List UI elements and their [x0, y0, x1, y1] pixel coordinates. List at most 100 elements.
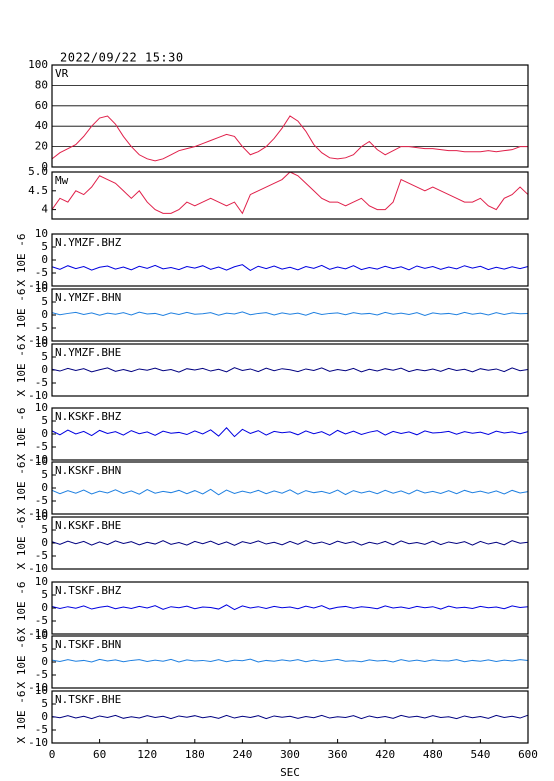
y-tick-label: 0: [41, 601, 48, 614]
y-tick-label: -10: [28, 627, 48, 640]
y-tick-label: 0: [41, 710, 48, 723]
x-tick-label: 480: [423, 748, 443, 761]
panel-label: N.KSKF.BHN: [55, 464, 121, 477]
panel-label: VR: [55, 67, 69, 80]
y-tick-label: -10: [28, 389, 48, 402]
y-tick-label: 10: [35, 510, 48, 523]
trace: [51, 488, 529, 496]
x-axis-label: SEC: [280, 766, 300, 779]
y-tick-label: 10: [35, 337, 48, 350]
y-tick-label: 0: [41, 655, 48, 668]
panel-frame: [51, 64, 529, 168]
y-tick-label: 0: [41, 536, 48, 549]
panel-label: N.YMZF.BHE: [55, 346, 121, 359]
y-tick-label: 60: [35, 99, 48, 112]
panel-frame: [51, 407, 529, 461]
y-tick-label: -10: [28, 334, 48, 347]
y-axis-label: X 10E -6: [15, 344, 28, 397]
trace: [51, 367, 529, 373]
panel-label: N.KSKF.BHE: [55, 519, 121, 532]
y-tick-label: 5: [41, 414, 48, 427]
y-tick-label: 0: [41, 253, 48, 266]
panel-label: N.TSKF.BHE: [55, 693, 121, 706]
trace: [51, 264, 529, 271]
y-tick-label: -5: [35, 376, 48, 389]
trace: [51, 658, 529, 663]
chart-title: 2022/09/22 15:30: [60, 51, 184, 65]
panel-frame: [51, 516, 529, 570]
x-tick-label: 120: [137, 748, 157, 761]
x-tick-label: 300: [280, 748, 300, 761]
y-axis-label: X 10E -6: [15, 462, 28, 515]
y-tick-label: 4: [41, 203, 48, 216]
y-tick-label: 100: [28, 58, 48, 71]
y-tick-label: 10: [35, 684, 48, 697]
y-tick-label: 0: [41, 160, 48, 173]
y-tick-label: 10: [35, 282, 48, 295]
y-tick-label: 0: [41, 427, 48, 440]
y-tick-label: 20: [35, 140, 48, 153]
panel-frame: [51, 635, 529, 689]
y-tick-label: 5: [41, 697, 48, 710]
y-tick-label: 5: [41, 295, 48, 308]
panel-label: Mw: [55, 174, 69, 187]
y-tick-label: 10: [35, 629, 48, 642]
y-tick-label: -5: [35, 668, 48, 681]
y-tick-label: 0: [41, 363, 48, 376]
panel-frame: [51, 171, 529, 220]
y-tick-label: -10: [28, 736, 48, 749]
panel-label: N.YMZF.BHZ: [55, 236, 122, 249]
y-tick-label: 5: [41, 523, 48, 536]
panel-frame: [51, 233, 529, 287]
y-tick-label: -10: [28, 279, 48, 292]
y-tick-label: 5: [41, 642, 48, 655]
x-tick-label: 360: [328, 748, 348, 761]
x-tick-label: 540: [470, 748, 490, 761]
x-tick-label: 600: [518, 748, 538, 761]
y-axis-label: X 10E -6: [15, 289, 28, 342]
y-axis-label: X 10E -6: [15, 234, 28, 287]
x-tick-label: 0: [49, 748, 56, 761]
y-axis-label: X 10E -6: [15, 517, 28, 570]
y-tick-label: 5: [41, 468, 48, 481]
y-tick-label: 10: [35, 575, 48, 588]
y-axis-label: X 10E -6: [15, 691, 28, 744]
x-tick-label: 240: [232, 748, 252, 761]
x-tick-label: 60: [93, 748, 106, 761]
y-tick-label: -10: [28, 507, 48, 520]
y-tick-label: -5: [35, 321, 48, 334]
y-tick-label: -5: [35, 440, 48, 453]
y-tick-label: -5: [35, 614, 48, 627]
panel-label: N.TSKF.BHZ: [55, 584, 122, 597]
y-tick-label: 10: [35, 401, 48, 414]
trace: [51, 115, 528, 162]
y-axis-label: X 10E -6: [15, 408, 28, 461]
y-tick-label: 0: [41, 481, 48, 494]
y-tick-label: 5: [41, 350, 48, 363]
y-tick-label: -5: [35, 494, 48, 507]
y-tick-label: -5: [35, 549, 48, 562]
panel-label: N.TSKF.BHN: [55, 638, 121, 651]
panel-label: N.YMZF.BHN: [55, 291, 121, 304]
y-axis-label: X 10E -6: [15, 636, 28, 689]
trace: [51, 427, 529, 438]
y-tick-label: 40: [35, 119, 48, 132]
panel-frame: [51, 288, 529, 342]
y-tick-label: -5: [35, 723, 48, 736]
y-tick-label: 5: [41, 588, 48, 601]
y-tick-label: -10: [28, 453, 48, 466]
y-tick-label: 0: [41, 308, 48, 321]
y-tick-label: -10: [28, 562, 48, 575]
trace: [51, 311, 529, 317]
trace: [51, 714, 529, 720]
y-tick-label: 4.5: [28, 184, 48, 197]
trace: [51, 540, 529, 546]
panel-label: N.KSKF.BHZ: [55, 410, 122, 423]
x-tick-label: 180: [185, 748, 205, 761]
y-tick-label: 10: [35, 455, 48, 468]
panel-frame: [51, 343, 529, 397]
panel-frame: [51, 690, 529, 744]
y-tick-label: -10: [28, 681, 48, 694]
trace: [51, 171, 529, 215]
